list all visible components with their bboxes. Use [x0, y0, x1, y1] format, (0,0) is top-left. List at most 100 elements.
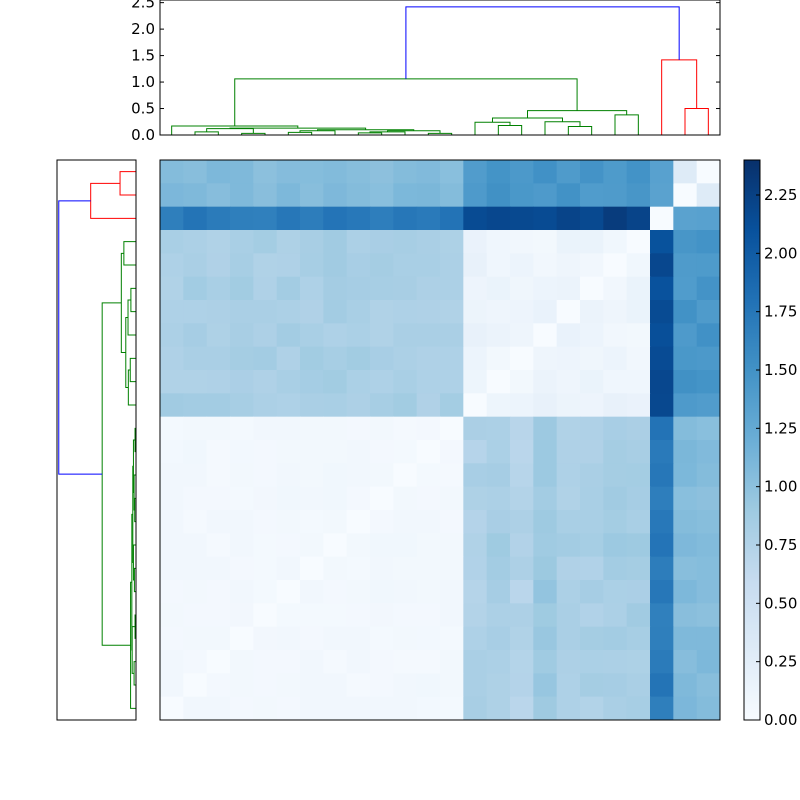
heatmap-cell: [580, 533, 604, 558]
heatmap-cell: [276, 626, 301, 651]
heatmap-cell: [696, 486, 721, 511]
heatmap-cell: [206, 533, 231, 558]
heatmap-cell: [463, 650, 488, 674]
heatmap-cell: [533, 276, 558, 301]
heatmap-cell: [276, 300, 301, 324]
heatmap-cell: [323, 276, 348, 301]
heatmap-cell: [650, 370, 674, 394]
heatmap-cell: [650, 696, 674, 721]
heatmap-cell: [463, 580, 488, 604]
heatmap-cell: [580, 416, 604, 441]
heatmap-cell: [440, 230, 464, 254]
heatmap-cell: [580, 370, 604, 394]
heatmap-cell: [486, 393, 511, 418]
dendrogram-link: [405, 6, 680, 79]
heatmap-cell: [206, 416, 231, 441]
top-ytick-label: 2.5: [131, 0, 155, 12]
heatmap-cell: [230, 323, 254, 348]
heatmap-cell: [533, 463, 558, 488]
heatmap-cell: [626, 276, 651, 301]
heatmap-cell: [626, 650, 651, 674]
heatmap-cell: [370, 440, 394, 464]
heatmap-cell: [160, 206, 184, 231]
heatmap-cell: [650, 300, 674, 324]
heatmap-cell: [253, 160, 278, 184]
heatmap-cell: [300, 580, 324, 604]
colorbar-tick-label: 0.00: [764, 711, 797, 729]
colorbar-ticks: 0.00 0.25 0.50 0.75 1.00 1.25 1.50 1.75 2.00 2.25: [756, 186, 797, 729]
heatmap-cell: [393, 300, 418, 324]
heatmap-cell: [626, 626, 651, 651]
heatmap-cell: [416, 673, 441, 698]
heatmap-cell: [183, 276, 208, 301]
heatmap-cell: [603, 650, 628, 674]
heatmap-cell: [650, 463, 674, 488]
heatmap-cell: [206, 440, 231, 464]
heatmap-cell: [463, 440, 488, 464]
heatmap-cell: [370, 603, 394, 628]
heatmap-cell: [370, 650, 394, 674]
heatmap-cell: [300, 323, 324, 348]
heatmap-cell: [673, 626, 698, 651]
heatmap-cell: [626, 696, 651, 721]
heatmap-cell: [556, 370, 581, 394]
heatmap-cell: [323, 300, 348, 324]
heatmap-cell: [253, 300, 278, 324]
heatmap-cell: [440, 346, 464, 371]
dendrogram-link: [497, 124, 523, 135]
dendrogram-link: [661, 59, 698, 135]
heatmap-cell: [300, 393, 324, 418]
heatmap-cell: [650, 276, 674, 301]
heatmap-cell: [650, 440, 674, 464]
heatmap-cell: [346, 696, 371, 721]
heatmap-cell: [346, 463, 371, 488]
heatmap-cell: [393, 160, 418, 184]
heatmap-cell: [510, 206, 534, 231]
heatmap-cell: [626, 673, 651, 698]
heatmap-cell: [253, 603, 278, 628]
heatmap-cell: [673, 183, 698, 208]
heatmap-cell: [463, 253, 488, 278]
top-ytick-label: 1.0: [131, 73, 155, 91]
heatmap-cell: [463, 206, 488, 231]
heatmap-cell: [300, 416, 324, 441]
heatmap-cell: [370, 346, 394, 371]
heatmap-cell: [626, 463, 651, 488]
heatmap-cell: [510, 276, 534, 301]
heatmap-cell: [603, 463, 628, 488]
heatmap-cell: [323, 206, 348, 231]
dendrogram-link: [684, 108, 709, 135]
heatmap-cell: [230, 206, 254, 231]
heatmap-cell: [370, 533, 394, 558]
heatmap-cell: [230, 556, 254, 581]
dendrogram-link: [299, 130, 336, 135]
heatmap-cell: [300, 300, 324, 324]
heatmap-cell: [556, 183, 581, 208]
heatmap-cell: [580, 230, 604, 254]
left-dendrogram-links: [58, 171, 136, 709]
heatmap-cell: [673, 370, 698, 394]
heatmap-cell: [300, 370, 324, 394]
heatmap-cell: [183, 696, 208, 721]
heatmap-cell: [206, 510, 231, 534]
heatmap-cell: [183, 603, 208, 628]
dendrogram-link: [120, 252, 126, 353]
heatmap-cell: [276, 346, 301, 371]
heatmap-cell: [673, 230, 698, 254]
heatmap-cell: [673, 533, 698, 558]
dendrogram-link: [130, 287, 136, 313]
heatmap-cell: [253, 626, 278, 651]
heatmap-cell: [183, 650, 208, 674]
heatmap-cell: [323, 393, 348, 418]
heatmap-cell: [183, 673, 208, 698]
heatmap-cell: [276, 580, 301, 604]
heatmap-cell: [183, 440, 208, 464]
heatmap-cell: [556, 346, 581, 371]
heatmap-cell: [230, 253, 254, 278]
heatmap-cell: [486, 673, 511, 698]
heatmap-cell: [160, 510, 184, 534]
heatmap-cell: [603, 533, 628, 558]
heatmap-cell: [650, 650, 674, 674]
heatmap-cell: [510, 580, 534, 604]
heatmap-cell: [276, 160, 301, 184]
